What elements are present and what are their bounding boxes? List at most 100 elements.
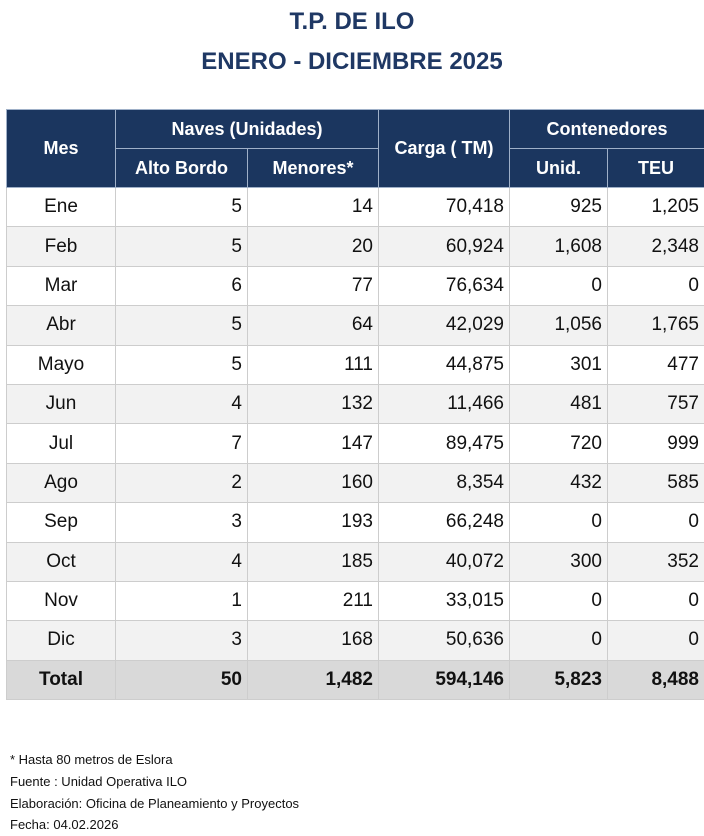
cell-alto-bordo: 3 [116, 503, 248, 542]
cell-teu: 1,205 [608, 188, 704, 227]
cell-alto-bordo: 5 [116, 227, 248, 266]
page-title: T.P. DE ILO [0, 8, 704, 36]
cell-mes: Sep [7, 503, 116, 542]
cell-carga: 70,418 [379, 188, 510, 227]
cell-carga: 8,354 [379, 463, 510, 502]
cell-unid: 301 [510, 345, 608, 384]
cell-alto-bordo: 6 [116, 266, 248, 305]
cell-teu: 8,488 [608, 660, 704, 699]
cell-unid: 0 [510, 503, 608, 542]
cell-mes: Jul [7, 424, 116, 463]
cell-teu: 0 [608, 581, 704, 620]
cell-mes: Abr [7, 306, 116, 345]
cell-unid: 300 [510, 542, 608, 581]
cell-mes: Jun [7, 384, 116, 423]
cell-carga: 60,924 [379, 227, 510, 266]
cell-mes: Total [7, 660, 116, 699]
cell-carga: 11,466 [379, 384, 510, 423]
cell-alto-bordo: 5 [116, 306, 248, 345]
cell-mes: Mayo [7, 345, 116, 384]
cell-carga: 50,636 [379, 621, 510, 660]
cell-alto-bordo: 4 [116, 542, 248, 581]
cell-unid: 720 [510, 424, 608, 463]
cell-teu: 352 [608, 542, 704, 581]
footnote-elaboracion: Elaboración: Oficina de Planeamiento y P… [10, 793, 299, 815]
cell-alto-bordo: 1 [116, 581, 248, 620]
cell-menores: 168 [248, 621, 379, 660]
cell-menores: 193 [248, 503, 379, 542]
cell-teu: 1,765 [608, 306, 704, 345]
cell-menores: 185 [248, 542, 379, 581]
cell-menores: 160 [248, 463, 379, 502]
cell-carga: 40,072 [379, 542, 510, 581]
header-teu: TEU [608, 149, 704, 188]
cell-unid: 1,056 [510, 306, 608, 345]
page-subtitle: ENERO - DICIEMBRE 2025 [0, 48, 704, 76]
cell-menores: 111 [248, 345, 379, 384]
cell-mes: Feb [7, 227, 116, 266]
cell-menores: 14 [248, 188, 379, 227]
cell-mes: Oct [7, 542, 116, 581]
cell-menores: 147 [248, 424, 379, 463]
cell-carga: 76,634 [379, 266, 510, 305]
cell-carga: 44,875 [379, 345, 510, 384]
port-statistics-table: Mes Naves (Unidades) Carga ( TM) Contene… [6, 109, 704, 700]
cell-alto-bordo: 7 [116, 424, 248, 463]
cell-teu: 757 [608, 384, 704, 423]
cell-alto-bordo: 2 [116, 463, 248, 502]
cell-alto-bordo: 3 [116, 621, 248, 660]
cell-carga: 42,029 [379, 306, 510, 345]
cell-mes: Ago [7, 463, 116, 502]
cell-alto-bordo: 5 [116, 188, 248, 227]
header-naves: Naves (Unidades) [116, 110, 379, 149]
cell-menores: 20 [248, 227, 379, 266]
cell-alto-bordo: 50 [116, 660, 248, 699]
cell-teu: 0 [608, 621, 704, 660]
cell-menores: 64 [248, 306, 379, 345]
cell-teu: 477 [608, 345, 704, 384]
header-unid: Unid. [510, 149, 608, 188]
cell-alto-bordo: 4 [116, 384, 248, 423]
cell-mes: Mar [7, 266, 116, 305]
cell-teu: 999 [608, 424, 704, 463]
footnote-fuente: Fuente : Unidad Operativa ILO [10, 771, 299, 793]
cell-unid: 5,823 [510, 660, 608, 699]
header-menores: Menores* [248, 149, 379, 188]
cell-unid: 925 [510, 188, 608, 227]
cell-teu: 0 [608, 503, 704, 542]
header-contenedores: Contenedores [510, 110, 704, 149]
cell-unid: 0 [510, 266, 608, 305]
header-carga: Carga ( TM) [379, 110, 510, 188]
cell-unid: 0 [510, 581, 608, 620]
cell-menores: 77 [248, 266, 379, 305]
cell-carga: 33,015 [379, 581, 510, 620]
cell-menores: 211 [248, 581, 379, 620]
cell-unid: 0 [510, 621, 608, 660]
footnote-eslora: * Hasta 80 metros de Eslora [10, 749, 299, 771]
cell-mes: Ene [7, 188, 116, 227]
footnotes: * Hasta 80 metros de Eslora Fuente : Uni… [10, 749, 299, 836]
cell-unid: 481 [510, 384, 608, 423]
cell-teu: 0 [608, 266, 704, 305]
header-mes: Mes [7, 110, 116, 188]
cell-menores: 1,482 [248, 660, 379, 699]
cell-mes: Dic [7, 621, 116, 660]
cell-alto-bordo: 5 [116, 345, 248, 384]
cell-teu: 585 [608, 463, 704, 502]
cell-carga: 66,248 [379, 503, 510, 542]
cell-mes: Nov [7, 581, 116, 620]
cell-unid: 432 [510, 463, 608, 502]
footnote-fecha: Fecha: 04.02.2026 [10, 814, 299, 836]
cell-menores: 132 [248, 384, 379, 423]
